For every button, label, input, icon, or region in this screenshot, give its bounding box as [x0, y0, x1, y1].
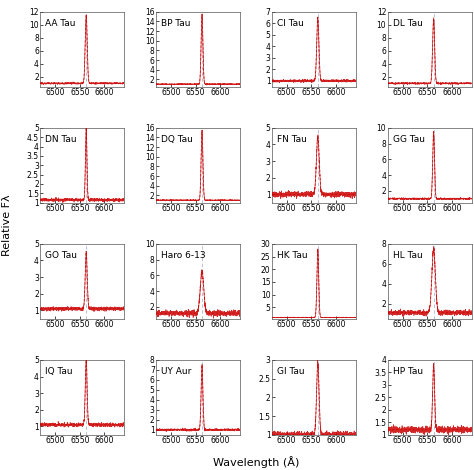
Text: BP Tau: BP Tau	[161, 19, 191, 28]
Text: DL Tau: DL Tau	[393, 19, 423, 28]
Text: Haro 6-13: Haro 6-13	[161, 251, 206, 260]
Text: HL Tau: HL Tau	[393, 251, 422, 260]
Text: DN Tau: DN Tau	[46, 135, 77, 144]
Text: Relative Fλ: Relative Fλ	[2, 195, 12, 257]
Text: Wavelength (Å): Wavelength (Å)	[213, 456, 299, 468]
Text: IQ Tau: IQ Tau	[46, 368, 73, 376]
Text: HP Tau: HP Tau	[393, 368, 423, 376]
Text: CI Tau: CI Tau	[277, 19, 304, 28]
Text: GI Tau: GI Tau	[277, 368, 305, 376]
Text: HK Tau: HK Tau	[277, 251, 308, 260]
Text: UY Aur: UY Aur	[161, 368, 191, 376]
Text: AA Tau: AA Tau	[46, 19, 76, 28]
Text: FN Tau: FN Tau	[277, 135, 307, 144]
Text: GG Tau: GG Tau	[393, 135, 425, 144]
Text: DQ Tau: DQ Tau	[161, 135, 193, 144]
Text: GO Tau: GO Tau	[46, 251, 77, 260]
